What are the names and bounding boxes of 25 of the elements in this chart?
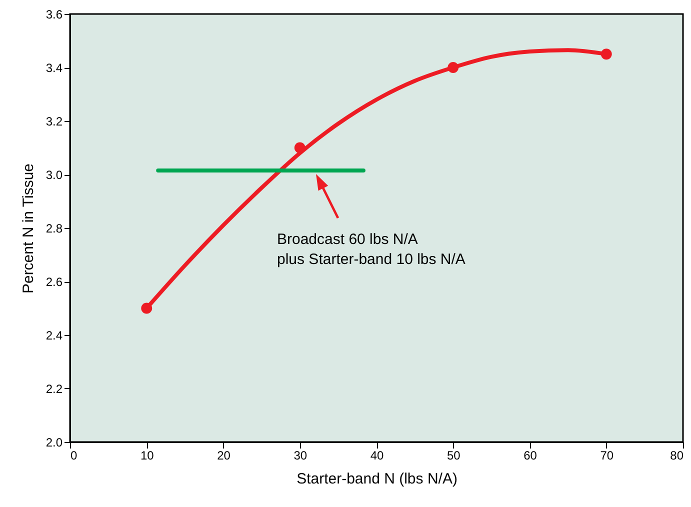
x-tick-label: 80 <box>670 448 684 462</box>
y-tick-label: 3.0 <box>46 168 63 182</box>
y-axis-title: Percent N in Tissue <box>20 163 37 294</box>
x-tick-label: 0 <box>70 448 78 462</box>
point <box>600 48 612 60</box>
y-tick-label: 3.2 <box>46 114 63 128</box>
x-tick-label: 20 <box>217 448 231 462</box>
x-tick-label: 70 <box>600 448 614 462</box>
y-tick-label: 2.0 <box>46 436 63 450</box>
x-tick-label: 60 <box>524 448 538 462</box>
y-tick-label: 2.4 <box>46 328 63 342</box>
y-tick-label: 2.6 <box>46 275 63 289</box>
y-tick-label: 2.2 <box>46 382 63 396</box>
y-tick-label: 2.8 <box>46 222 63 236</box>
point <box>294 142 306 154</box>
annotation: Broadcast 60 lbs N/A plus Starter-band 10 lbs N/A <box>277 231 466 268</box>
y-tick-label: 3.6 <box>46 8 63 22</box>
x-tick-label: 50 <box>446 448 461 462</box>
point <box>141 302 152 314</box>
x-tick-label: 40 <box>370 448 384 462</box>
x-tick-label: 10 <box>140 448 154 462</box>
y-tick-label: 3.4 <box>46 61 63 75</box>
x-axis-title: Starter-band N (lbs N/A) <box>296 470 458 488</box>
point <box>448 62 459 73</box>
x-tick-label: 30 <box>294 448 308 462</box>
